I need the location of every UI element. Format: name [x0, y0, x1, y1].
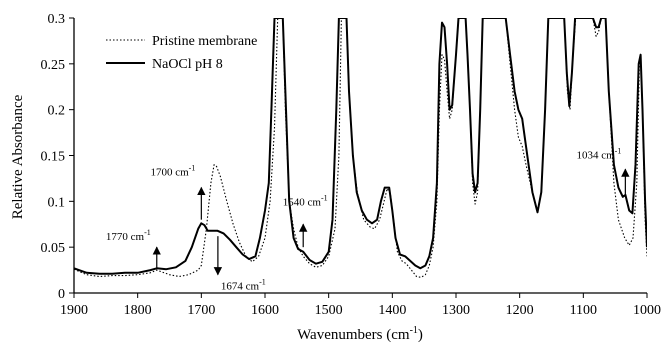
- annotation-label: 1674 cm-1: [221, 278, 266, 293]
- annotation-label: 1034 cm-1: [576, 146, 621, 161]
- y-tick-label: 0.15: [41, 150, 66, 165]
- annotation-layer: 1770 cm-1 1700 cm-1 1674 cm-1 1540 cm-1 1034…: [106, 146, 630, 293]
- y-tick-group: 0 0.05 0.1 0.15 0.2 0.25 0.3: [41, 12, 74, 302]
- chart-legend: Pristine membrane NaOCl pH 8: [106, 34, 257, 72]
- y-tick-label: 0.1: [48, 195, 66, 210]
- legend-label-naocl: NaOCl pH 8: [152, 57, 223, 72]
- x-axis-title: Wavenumbers (cm-1): [297, 325, 423, 343]
- x-tick-label: 1100: [570, 303, 597, 318]
- x-tick-label: 1400: [378, 303, 406, 318]
- annotation-label: 1540 cm-1: [283, 193, 328, 208]
- legend-label-pristine: Pristine membrane: [152, 34, 257, 49]
- y-tick-label: 0.2: [48, 104, 66, 119]
- x-tick-label: 1600: [251, 303, 279, 318]
- y-tick-label: 0: [58, 287, 65, 302]
- y-tick-label: 0.3: [48, 12, 66, 27]
- x-tick-group: 1900 1800 1700 1600 1500 1400 1300 1200 1100 1000: [60, 293, 661, 318]
- y-tick-label: 0.25: [41, 58, 66, 73]
- x-tick-label: 1300: [442, 303, 470, 318]
- x-tick-label: 1800: [124, 303, 152, 318]
- x-tick-label: 1700: [187, 303, 215, 318]
- series-line-naocl-ph8: [74, 18, 647, 275]
- x-tick-label: 1900: [60, 303, 88, 318]
- x-tick-label: 1200: [506, 303, 534, 318]
- series-layer: [74, 18, 647, 278]
- annotation-label: 1700 cm-1: [150, 164, 195, 179]
- y-tick-label: 0.05: [41, 241, 66, 256]
- annotation-label: 1770 cm-1: [106, 228, 151, 243]
- x-tick-label: 1500: [315, 303, 343, 318]
- y-axis-title: Relative Absorbance: [10, 94, 26, 219]
- x-tick-label: 1000: [633, 303, 661, 318]
